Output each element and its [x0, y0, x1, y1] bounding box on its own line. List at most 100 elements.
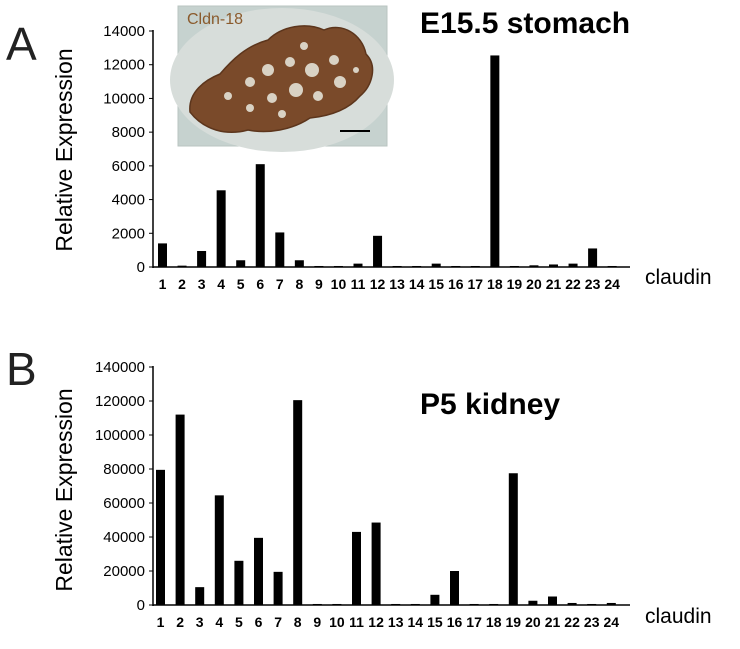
panel-label-b: B	[6, 343, 37, 395]
inset-label: Cldn-18	[187, 11, 243, 28]
bar-claudin-14	[412, 265, 422, 267]
x-tick-label: 5	[235, 614, 243, 630]
bar-claudin-2	[177, 265, 187, 267]
x-tick-label: 7	[274, 614, 282, 630]
x-tick-label: 24	[604, 276, 620, 292]
y-tick-labels-a: 0 2000 4000 6000 8000 10000 12000 14000	[103, 23, 153, 276]
y-tick-label: 60000	[103, 495, 145, 512]
x-tick-label: 8	[294, 614, 302, 630]
bar-claudin-9	[312, 603, 322, 605]
bar-claudin-4	[214, 495, 224, 605]
bar-claudin-7	[273, 571, 283, 605]
y-tick-label: 140000	[95, 359, 145, 376]
x-tick-label: 11	[351, 276, 366, 292]
bar-claudin-19	[508, 473, 518, 605]
x-tick-label: 10	[331, 276, 347, 292]
y-tick-label: 80000	[103, 461, 145, 478]
bar-claudin-18	[490, 55, 500, 267]
bar-claudin-9	[314, 265, 324, 267]
x-tick-label: 16	[448, 276, 464, 292]
x-tick-label: 22	[565, 276, 581, 292]
bar-claudin-2	[175, 414, 185, 605]
bar-claudin-21	[548, 596, 557, 605]
bar-claudin-13	[392, 265, 402, 267]
x-tick-label: 14	[408, 614, 424, 630]
x-tick-label: 14	[409, 276, 425, 292]
bars-b	[156, 400, 616, 605]
bar-claudin-12	[371, 522, 381, 605]
bar-claudin-22	[568, 263, 578, 267]
x-tick-label: 20	[526, 276, 542, 292]
y-tick-label: 12000	[103, 57, 145, 74]
x-tick-label: 13	[388, 614, 404, 630]
panel-label-a: A	[6, 18, 37, 70]
x-tick-label: 17	[468, 276, 484, 292]
bar-claudin-17	[469, 603, 479, 605]
bar-claudin-15	[431, 263, 441, 267]
bar-claudin-18	[489, 603, 499, 605]
bar-claudin-23	[587, 603, 597, 605]
x-tick-label: 16	[447, 614, 463, 630]
histology-inset-image: Cldn-18	[170, 5, 394, 152]
x-tick-label: 1	[159, 276, 167, 292]
chart-title-a: E15.5 stomach	[420, 7, 630, 40]
bar-claudin-22	[567, 602, 577, 605]
x-tick-label: 3	[198, 276, 206, 292]
y-tick-label: 4000	[112, 192, 145, 209]
x-tick-label: 2	[176, 614, 184, 630]
bar-claudin-17	[470, 265, 480, 267]
bar-claudin-7	[275, 232, 285, 267]
y-tick-labels-b: 0 20000 40000 60000 80000 100000 120000 140000	[95, 359, 153, 614]
bar-claudin-6	[255, 164, 265, 267]
bar-claudin-3	[197, 250, 207, 267]
bar-claudin-20	[528, 600, 538, 605]
y-tick-label: 6000	[112, 158, 145, 175]
x-tick-label: 22	[564, 614, 580, 630]
x-tick-label: 24	[604, 614, 620, 630]
x-tick-label: 23	[585, 276, 601, 292]
x-tick-labels-a: 1 2 3 4 5 6 7 8 9 10 11 12 13 14 15 16 17 18 19 20 21 22 23 24	[159, 276, 621, 292]
bar-claudin-23	[588, 248, 598, 267]
bars-a	[158, 55, 617, 267]
y-tick-label: 20000	[103, 563, 145, 580]
x-tick-label: 12	[368, 614, 384, 630]
x-tick-label: 13	[389, 276, 405, 292]
y-tick-label: 0	[137, 597, 145, 614]
x-tick-label: 4	[217, 276, 225, 292]
bar-claudin-24	[606, 602, 616, 605]
x-tick-label: 18	[487, 276, 503, 292]
x-axis-label-a: claudin	[645, 266, 712, 289]
bar-claudin-5	[236, 260, 246, 267]
x-tick-label: 3	[196, 614, 204, 630]
y-tick-label: 14000	[103, 23, 145, 40]
x-tick-label: 18	[486, 614, 502, 630]
x-tick-label: 1	[157, 614, 165, 630]
bar-claudin-11	[353, 263, 363, 267]
bar-claudin-8	[294, 260, 304, 267]
x-tick-label: 15	[427, 614, 443, 630]
bar-claudin-10	[332, 603, 342, 605]
bar-claudin-1	[156, 469, 165, 605]
x-tick-labels-b: 1 2 3 4 5 6 7 8 9 10 11 12 13 14 15 16 17 18 19 20 21 22 23 24	[157, 614, 620, 630]
bar-claudin-14	[410, 603, 420, 605]
x-tick-label: 12	[370, 276, 386, 292]
x-tick-label: 17	[466, 614, 482, 630]
x-tick-label: 2	[178, 276, 186, 292]
bar-claudin-19	[509, 265, 519, 267]
x-tick-label: 21	[546, 276, 562, 292]
bar-claudin-20	[529, 265, 539, 267]
y-axis-label-b: Relative Expression	[51, 388, 77, 591]
bar-claudin-15	[430, 594, 440, 605]
x-tick-label: 15	[428, 276, 444, 292]
bar-claudin-1	[158, 243, 167, 267]
x-tick-label: 20	[525, 614, 541, 630]
y-tick-label: 120000	[95, 393, 145, 410]
y-tick-label: 0	[137, 259, 145, 276]
bar-claudin-8	[293, 400, 303, 605]
bar-claudin-4	[216, 190, 226, 267]
panel-b: B Relative Expression 020000400006000080…	[6, 343, 712, 630]
bar-claudin-12	[373, 235, 383, 267]
panel-a: A Relative Expression 0 2000 4000 6000 8000 1…	[6, 5, 712, 292]
y-tick-label: 2000	[112, 225, 145, 242]
